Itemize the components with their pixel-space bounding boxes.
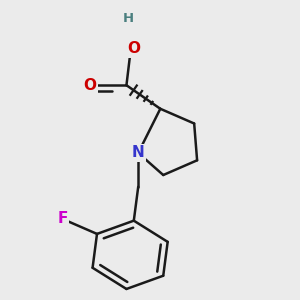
Text: F: F xyxy=(57,211,68,226)
Text: N: N xyxy=(132,146,145,160)
Text: O: O xyxy=(83,78,96,93)
Text: H: H xyxy=(122,13,134,26)
Text: O: O xyxy=(127,41,140,56)
